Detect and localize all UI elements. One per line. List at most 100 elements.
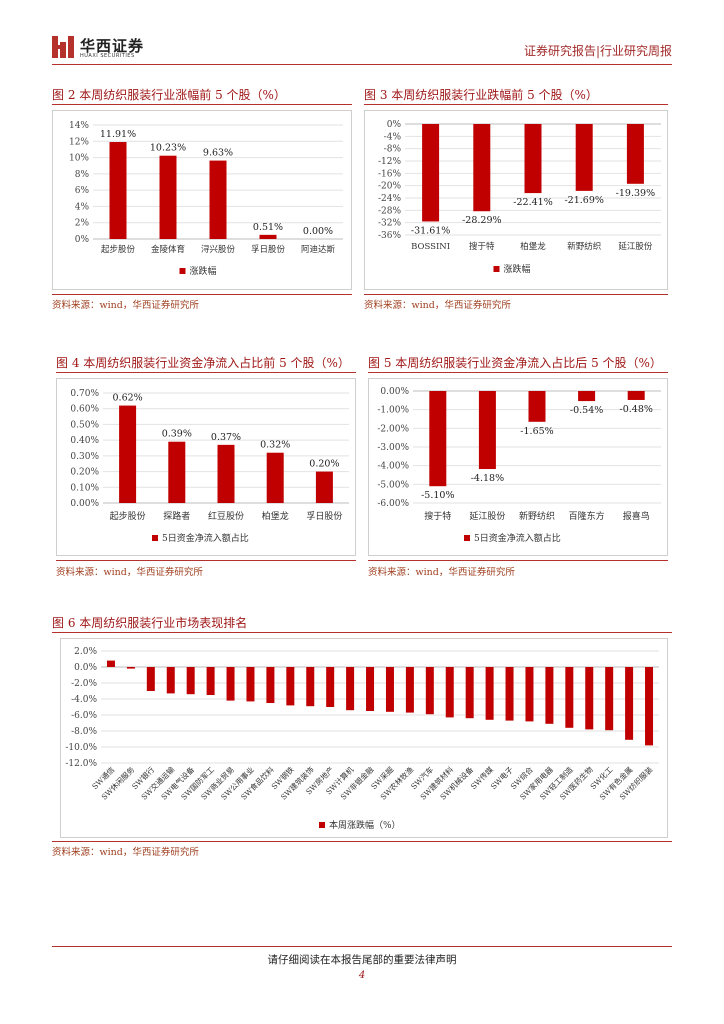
fig4-y-tick-label: 0.10% — [70, 483, 99, 493]
fig3-category-label: 延江股份 — [618, 241, 653, 252]
fig4-legend-swatch — [152, 535, 158, 541]
fig4-bar — [266, 452, 284, 503]
fig2-data-label: 10.23% — [150, 143, 186, 154]
fig2-data-label: 11.91% — [100, 129, 136, 140]
logo-cn: 华西证券 — [80, 37, 145, 55]
fig3-legend-swatch — [493, 266, 500, 272]
fig3-bar — [626, 124, 644, 184]
fig3-y-tick-label: -24% — [378, 194, 401, 204]
fig3-legend-label: 涨跌幅 — [504, 263, 531, 275]
fig6-bar — [126, 667, 135, 669]
fig2-category-label: 孚日股份 — [251, 244, 286, 255]
fig2-y-tick-label: 8% — [75, 170, 90, 180]
fig3-data-label: -28.29% — [462, 215, 501, 226]
fig4-data-label: 0.62% — [113, 393, 143, 404]
fig5-category-label: 搜于特 — [424, 510, 451, 522]
fig6-y-tick-label: -12.0% — [65, 759, 97, 769]
fig4-category-label: 起步股份 — [110, 510, 146, 522]
fig4-y-tick-label: 0.70% — [70, 389, 99, 399]
fig3-bar — [575, 124, 593, 191]
fig2-source-rule — [52, 294, 352, 295]
fig6-bar — [445, 667, 454, 718]
report-type: 证券研究报告|行业研究周报 — [523, 44, 672, 58]
fig5-data-label: -0.54% — [570, 405, 603, 416]
fig5-y-tick-label: 0.00% — [380, 387, 409, 397]
fig4-bar — [315, 471, 333, 503]
fig5-legend-label: 5日资金净流入额占比 — [474, 532, 561, 544]
fig5-category-label: 延江股份 — [469, 510, 505, 522]
fig6-legend-label: 本周涨跌幅（%） — [329, 819, 401, 831]
fig5-y-tick-label: -4.00% — [377, 462, 409, 472]
fig2-legend-swatch — [179, 268, 186, 274]
fig6-legend-swatch — [319, 822, 325, 828]
fig2-category-label: 金陵体育 — [151, 244, 185, 255]
fig2-y-tick-label: 2% — [75, 219, 90, 229]
fig3-y-tick-label: -36% — [378, 231, 401, 241]
fig6-bar — [326, 667, 335, 707]
fig3-category-label: BOSSINI — [411, 242, 450, 252]
fig6-bar — [405, 667, 414, 713]
fig2-y-tick-label: 12% — [69, 137, 89, 147]
fig2-category-label: 浔兴股份 — [201, 244, 236, 255]
fig4-data-label: 0.20% — [309, 459, 339, 470]
footer-divider — [52, 946, 672, 947]
fig3-y-tick-label: -28% — [378, 206, 401, 216]
fig5-panel: 0.00% -1.00% -2.00% -3.00% -4.00% -5.00% -6.00… — [368, 378, 668, 556]
fig6-bar — [465, 667, 474, 719]
fig6-y-tick-label: 0.0% — [74, 663, 97, 673]
fig6-panel: 2.0% 0.0% -2.0% -4.0% -6.0% -8.0% -10.0% -12.0%… — [60, 638, 668, 838]
fig5-data-label: -4.18% — [471, 473, 504, 484]
fig6-source: 资料来源：wind，华西证券研究所 — [52, 847, 199, 858]
fig4-y-tick-label: 0.30% — [70, 452, 99, 462]
fig5-data-label: -0.48% — [620, 404, 653, 415]
fig6-bar — [385, 667, 394, 712]
fig4-data-label: 0.32% — [260, 440, 290, 451]
fig4-y-tick-label: 0.60% — [70, 405, 99, 415]
fig2-category-label: 阿迪达斯 — [301, 244, 336, 255]
fig3-data-label: -22.41% — [513, 197, 552, 208]
fig2-data-label: 0.51% — [253, 222, 283, 233]
fig5-category-label: 百隆东方 — [569, 510, 605, 522]
fig6-bar — [605, 667, 614, 731]
fig2-y-tick-label: 4% — [75, 202, 90, 212]
fig4-source-rule — [56, 560, 356, 561]
fig5-legend-swatch — [464, 535, 470, 541]
fig3-category-label: 搜于特 — [469, 241, 495, 252]
fig4-legend-label: 5日资金净流入额占比 — [162, 532, 249, 544]
fig6-bar — [146, 667, 155, 691]
fig3-y-tick-label: -20% — [378, 182, 401, 192]
fig6-bar — [246, 667, 255, 702]
fig5-chart: 0.00% -1.00% -2.00% -3.00% -4.00% -5.00% -6.00… — [377, 387, 661, 544]
fig3-y-tick-label: -12% — [378, 157, 401, 167]
fig4-category-label: 孚日股份 — [306, 510, 342, 522]
fig3-category-label: 柏堡龙 — [520, 241, 546, 252]
fig6-rule — [52, 632, 672, 633]
logo-en: HUAXI SECURITIES — [80, 53, 135, 59]
fig3-chart: 0% -4% -8% -12% -16% -20% -24% -28% -32% -36% -31.… — [378, 120, 661, 275]
fig3-panel: 0% -4% -8% -12% -16% -20% -24% -28% -32% -36% -31.… — [364, 110, 668, 290]
fig4-bar — [217, 444, 235, 503]
fig5-category-label: 新野纺织 — [519, 510, 555, 522]
fig2-category-label: 起步股份 — [101, 244, 136, 255]
fig3-source: 资料来源：wind，华西证券研究所 — [364, 300, 511, 311]
fig3-data-label: -19.39% — [616, 188, 655, 199]
fig4-category-label: 红豆股份 — [208, 510, 244, 522]
fig6-bar — [226, 667, 235, 701]
fig4-data-label: 0.37% — [211, 432, 241, 443]
fig6-bar — [266, 667, 275, 703]
fig3-y-tick-label: -16% — [378, 169, 401, 179]
fig3-rule — [364, 104, 668, 105]
fig4-rule — [56, 372, 356, 373]
fig2-legend-label: 涨跌幅 — [190, 265, 217, 277]
fig6-bar — [106, 660, 115, 667]
fig6-bar — [346, 667, 355, 711]
fig5-y-tick-label: -6.00% — [377, 499, 409, 509]
fig6-chart: 2.0% 0.0% -2.0% -4.0% -6.0% -8.0% -10.0% -12.0%… — [65, 647, 659, 831]
fig3-bar — [524, 124, 542, 194]
fig2-source: 资料来源：wind，华西证券研究所 — [52, 300, 199, 311]
fig5-y-tick-label: -2.00% — [377, 424, 409, 434]
fig5-source: 资料来源：wind，华西证券研究所 — [368, 567, 515, 578]
fig6-bar — [306, 667, 315, 707]
huaxi-logo-icon — [52, 36, 74, 58]
fig5-y-tick-label: -3.00% — [377, 443, 409, 453]
